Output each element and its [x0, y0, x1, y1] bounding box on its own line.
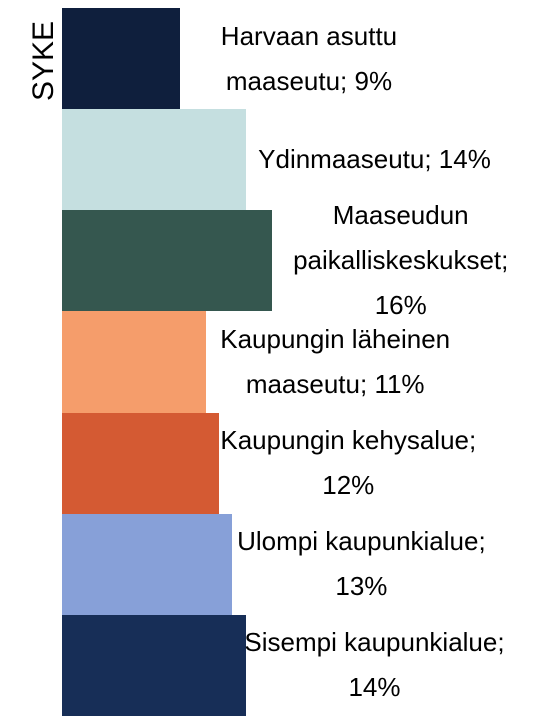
- bar: [62, 109, 246, 211]
- bar: [62, 412, 220, 514]
- bar: [62, 513, 233, 615]
- data-label: Ydinmaaseutu; 14%: [258, 144, 491, 175]
- bar: [62, 311, 207, 413]
- bar: [62, 614, 246, 716]
- data-label: Kaupungin läheinen maaseutu; 11%: [220, 323, 451, 399]
- data-label: Ulompi kaupunkialue; 13%: [237, 526, 486, 602]
- y-axis-label: SYKE: [27, 20, 61, 102]
- data-label: Kaupungin kehysalue; 12%: [220, 425, 477, 501]
- bar: [62, 210, 272, 312]
- data-label: Maaseudun paikalliskeskukset; 16%: [293, 200, 509, 321]
- data-label: Sisempi kaupunkialue; 14%: [244, 627, 505, 703]
- bar: [62, 8, 180, 110]
- data-label: Harvaan asuttu maaseutu; 9%: [220, 20, 398, 96]
